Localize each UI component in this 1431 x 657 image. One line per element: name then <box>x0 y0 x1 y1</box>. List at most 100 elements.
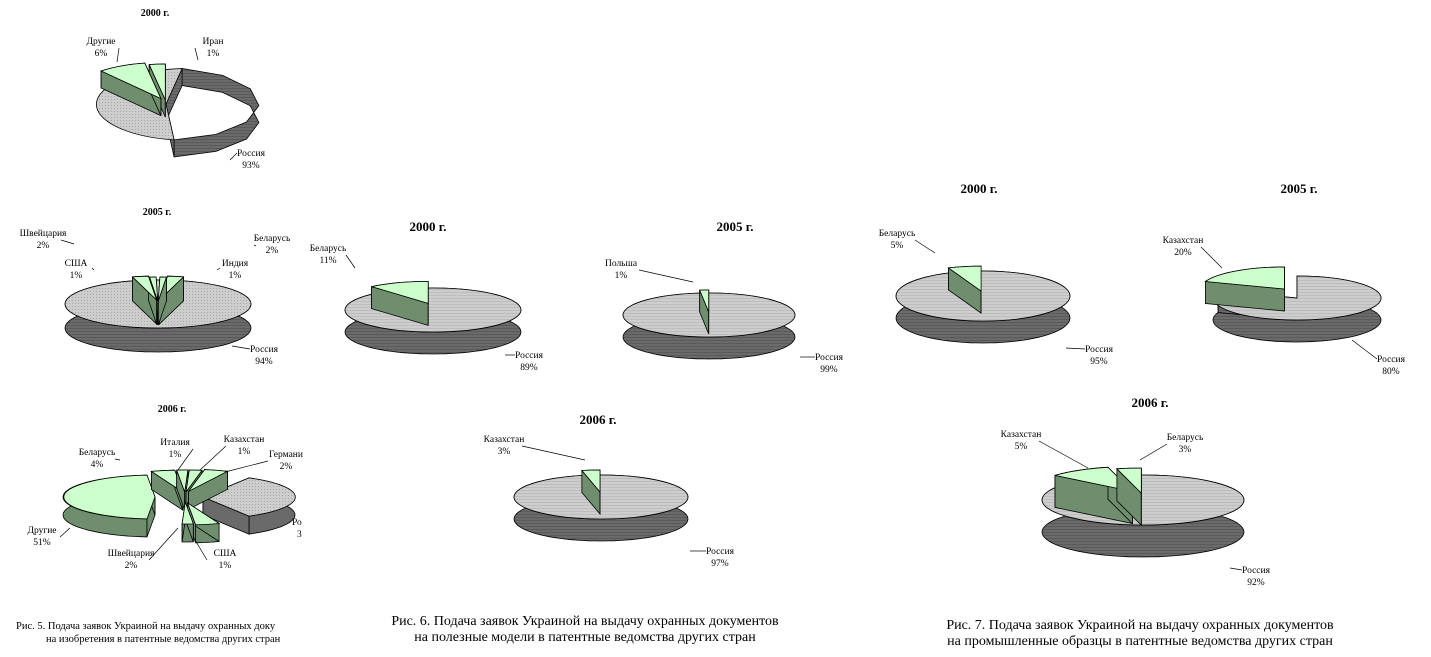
chart-title: 2000 г. <box>961 181 998 196</box>
slice-1-value: 1% <box>615 271 628 281</box>
chart-title: 2006 г. <box>158 404 187 415</box>
slice-Швейцария-top <box>131 275 157 301</box>
chart-title: 2005 г. <box>1281 181 1318 196</box>
slice-5-value: 2% <box>280 462 293 472</box>
slice-main-value: 95% <box>1090 357 1108 367</box>
leader-line <box>1229 567 1243 571</box>
slice-2-value: 4% <box>91 460 104 470</box>
slice-7-value: 1% <box>219 561 232 571</box>
slice-main-value: 80% <box>1382 367 1400 377</box>
pie-chart-1: 2000 г. Иран 1% Другие 6% Россия 93% <box>86 8 265 171</box>
slice-1-value: 5% <box>1015 442 1028 452</box>
figure-7-caption-line-2: на промышленные образцы в патентные ведо… <box>947 634 1333 649</box>
slice-Казахстан-top <box>581 469 601 494</box>
pie-chart-8: 2005 г. Казахстан 20% Россия 80% <box>1163 181 1406 377</box>
pie-chart-7: 2000 г. Беларусь 5% Россия 95% <box>879 181 1114 367</box>
slice-2-label: Беларусь <box>1167 433 1204 443</box>
slice-Беларусь-top <box>947 265 982 292</box>
leader-line <box>231 345 251 350</box>
slice-5-label: Германи <box>269 450 303 460</box>
slice-2-value: 1% <box>229 271 242 281</box>
slice-main-value: 89% <box>520 363 538 373</box>
slice-1-label: Казахстан <box>1001 430 1042 440</box>
slice-main-value: 93% <box>242 161 260 171</box>
slice-Швейцария-top <box>186 501 221 526</box>
slice-2-value: 3% <box>1179 445 1192 455</box>
slice-Беларусь-top <box>150 469 184 494</box>
slice-main-label: Россия <box>237 149 266 159</box>
figure-5-caption: Рис. 5. Подача заявок Украиной на выдачу… <box>0 620 303 646</box>
slice-main-value: 99% <box>820 365 838 375</box>
slice-Россия-top <box>895 270 1071 322</box>
slice-1-label: Беларусь <box>254 234 291 244</box>
leader-line <box>148 527 179 561</box>
slice-main-label: Россия <box>815 353 844 363</box>
leader-line <box>177 448 194 471</box>
slice-1-value: 20% <box>1174 248 1192 258</box>
slice-Казахстан-top <box>1054 466 1134 493</box>
slice-1-label: Другие <box>27 526 56 536</box>
leader-line <box>1065 347 1086 350</box>
slice-4-label: Швейцария <box>20 228 67 239</box>
leader-line <box>199 445 227 471</box>
slice-США-top <box>181 501 194 525</box>
slice-7-label: США <box>214 549 237 559</box>
leader-line <box>914 239 936 254</box>
figure-7-caption: Рис. 7. Подача заявок Украиной на выдачу… <box>920 618 1360 650</box>
pie-chart-9: 2006 г. Казахстан 5% Беларусь 3% Россия 92% <box>1001 395 1271 588</box>
slice-2-label: Индия <box>222 259 249 269</box>
chart-title: 2005 г. <box>717 219 754 234</box>
slice-4-label: Казахстан <box>224 435 265 445</box>
slice-main-value: 92% <box>1247 578 1265 588</box>
slice-2-label: Другие <box>86 37 115 47</box>
figure-5-caption-line-2: на изобретения в патентные ведомства дру… <box>46 634 281 645</box>
leader-line <box>60 239 75 245</box>
slice-3-label: Италия <box>160 438 190 448</box>
slice-3-value: 1% <box>70 271 83 281</box>
leader-line <box>59 527 71 538</box>
slice-4-value: 2% <box>37 241 50 251</box>
leader-line <box>229 152 238 161</box>
chart-title: 2006 г. <box>580 412 617 427</box>
slice-1-label: Польша <box>605 259 638 269</box>
pie-chart-4: 2000 г. Беларусь 11% Россия 89% <box>310 219 544 373</box>
slice-1-value: 11% <box>319 256 336 266</box>
slice-main-value: 97% <box>711 559 729 569</box>
pie-chart-3: 2006 г. Другие 51% Беларусь 4% Италия 1% Казахс… <box>27 404 303 571</box>
slice-Казахстан-top <box>185 469 203 493</box>
slice-main-label: Россия <box>250 345 279 355</box>
chart-title: 2005 г. <box>143 207 172 218</box>
slice-Беларусь-top <box>371 280 429 304</box>
figure-6-caption: Рис. 6. Подача заявок Украиной на выдачу… <box>370 614 800 646</box>
chart-title: 2000 г. <box>141 8 170 19</box>
leader-line <box>224 460 269 473</box>
leader-line <box>521 445 586 461</box>
slice-1-value: 5% <box>891 241 904 251</box>
leader-line <box>638 269 694 283</box>
slice-0-label: Ро <box>292 518 302 528</box>
slice-0-side <box>173 68 260 158</box>
leader-line <box>253 244 257 247</box>
slice-Италия-top <box>176 469 189 493</box>
slice-6-value: 2% <box>125 561 138 571</box>
slice-1-value: 2% <box>266 246 279 256</box>
slice-1-label: Беларусь <box>879 229 916 239</box>
slice-США-top <box>149 276 159 302</box>
leader-line <box>1038 440 1089 469</box>
slice-1-label: Иран <box>203 37 224 47</box>
leader-line <box>194 539 208 561</box>
figure-6-caption-line-1: Рис. 6. Подача заявок Украиной на выдачу… <box>391 614 779 629</box>
chart-title: 2000 г. <box>410 219 447 234</box>
slice-1-label: Казахстан <box>1163 236 1204 246</box>
slice-0-value: 3 <box>297 530 302 540</box>
slice-4-value: 1% <box>238 447 251 457</box>
slice-main-label: Россия <box>1085 345 1114 355</box>
slice-Другие-top <box>100 62 162 100</box>
slice-Иран-top <box>148 63 166 101</box>
slice-1-label: Беларусь <box>310 244 347 254</box>
leader-line <box>345 254 356 269</box>
leader-line <box>1351 339 1378 360</box>
figure-5-clip <box>303 440 343 590</box>
figure-7-caption-line-1: Рис. 7. Подача заявок Украиной на выдачу… <box>946 618 1334 633</box>
